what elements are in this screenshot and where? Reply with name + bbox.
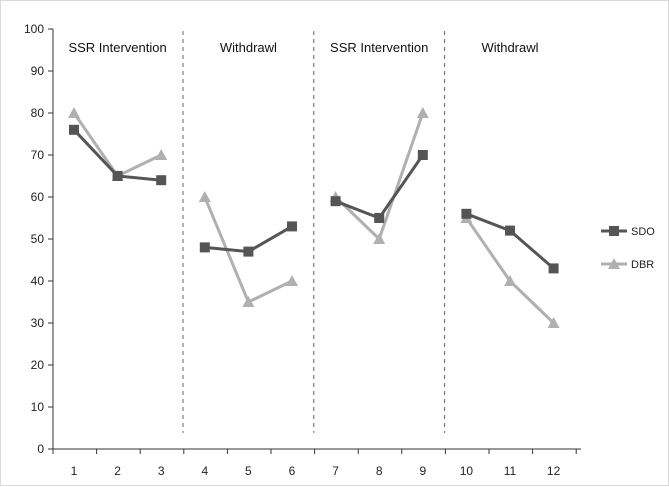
series-layer: [68, 107, 560, 328]
legend-marker-dbr: [608, 258, 620, 269]
data-point-sdo: [330, 196, 341, 207]
x-tick-label: 7: [332, 464, 339, 478]
x-tick-label: 8: [376, 464, 383, 478]
phase-label: SSR Intervention: [330, 40, 428, 55]
data-point-sdo: [417, 150, 428, 160]
data-point-sdo: [243, 246, 254, 257]
data-point-sdo: [461, 208, 472, 219]
y-tick-label: 50: [31, 232, 45, 246]
data-point-dbr: [68, 107, 80, 118]
x-tick-label: 10: [460, 464, 474, 478]
data-point-sdo: [199, 242, 210, 253]
data-point-sdo: [69, 124, 79, 135]
x-tick-label: 3: [158, 464, 165, 478]
phase-labels: SSR Intervention Withdrawl SSR Interventio…: [68, 40, 538, 55]
y-tick-label: 70: [31, 148, 45, 162]
y-tick-label: 90: [31, 64, 45, 78]
series-sdo: [69, 124, 559, 274]
data-point-dbr: [416, 107, 429, 118]
x-tick-label: 2: [114, 464, 121, 478]
series-line-sdo: [465, 212, 555, 270]
legend-marker-sdo: [609, 226, 619, 236]
data-point-sdo: [287, 221, 297, 232]
phase-dividers: [182, 31, 446, 433]
x-tick-label: 9: [419, 464, 426, 478]
data-point-dbr: [286, 275, 298, 286]
y-tick-label: 20: [31, 358, 45, 372]
data-point-sdo: [505, 225, 515, 236]
y-tick-label: 30: [31, 316, 45, 330]
x-tick-label: 5: [245, 464, 252, 478]
phase-label: Withdrawl: [220, 40, 277, 55]
x-tick-label: 12: [547, 464, 561, 478]
data-point-sdo: [374, 213, 385, 223]
x-tick-label: 6: [289, 464, 296, 478]
data-point-sdo: [112, 171, 123, 181]
data-point-sdo: [156, 175, 167, 186]
data-point-dbr: [242, 296, 255, 307]
phase-label: SSR Intervention: [68, 40, 166, 55]
data-point-dbr: [155, 149, 168, 160]
y-tick-label: 100: [24, 22, 44, 36]
x-tick-label: 4: [201, 464, 208, 478]
phase-label: Withdrawl: [481, 40, 538, 55]
y-tick-label: 40: [31, 274, 45, 288]
legend-label-sdo: SDO: [631, 226, 655, 238]
data-point-dbr: [547, 317, 560, 328]
y-tick-label: 0: [37, 442, 44, 456]
legend: SDO DBR: [601, 226, 655, 271]
x-tick-label: 1: [71, 464, 78, 478]
y-tick-label: 80: [31, 106, 45, 120]
y-tick-label: 60: [31, 190, 45, 204]
data-point-dbr: [504, 275, 516, 286]
y-tick-label: 10: [31, 400, 45, 414]
data-point-sdo: [548, 263, 559, 274]
data-point-dbr: [373, 233, 386, 244]
legend-label-dbr: DBR: [631, 259, 654, 271]
data-point-dbr: [198, 191, 211, 202]
x-tick-label: 11: [504, 464, 517, 478]
